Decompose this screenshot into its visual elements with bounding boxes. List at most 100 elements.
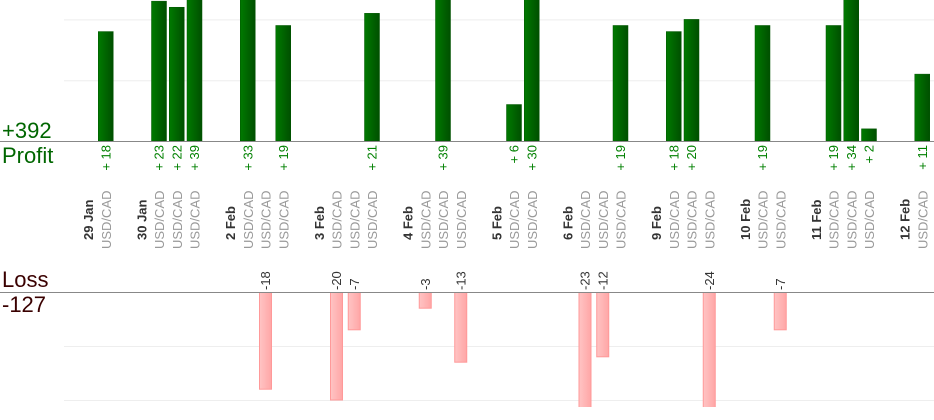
profit-value-label: + 39	[187, 145, 202, 171]
pair-label: USD/CAD	[170, 190, 185, 249]
profit-bar	[435, 0, 451, 141]
profit-value-label: + 18	[666, 145, 681, 171]
profit-label: Profit	[2, 143, 53, 168]
profit-bar	[98, 31, 114, 141]
profit-value-label: + 18	[98, 145, 113, 171]
profit-value-label: + 19	[826, 145, 841, 171]
date-label: 4 Feb	[401, 206, 416, 240]
profit-bar	[914, 73, 930, 141]
profit-value-label: + 30	[524, 145, 539, 171]
pair-label: USD/CAD	[276, 190, 291, 249]
date-label: 29 Jan	[81, 199, 96, 240]
profit-bar	[666, 31, 682, 141]
pair-label: USD/CAD	[667, 190, 682, 249]
loss-bar	[454, 292, 468, 363]
profit-value-label: + 21	[365, 145, 380, 171]
profit-bar	[754, 25, 771, 141]
pair-label: USD/CAD	[702, 190, 717, 249]
profit-value-label: + 11	[915, 145, 930, 170]
profit-bar	[186, 0, 203, 141]
profit-value-label: + 33	[240, 145, 255, 171]
loss-total: -127	[2, 292, 46, 317]
profit-total: +392	[2, 118, 52, 143]
profit-bar	[612, 25, 629, 141]
loss-bar	[702, 292, 716, 407]
loss-label: Loss	[2, 267, 48, 292]
profit-value-label: + 23	[152, 145, 167, 171]
profit-bar	[683, 19, 700, 141]
loss-value-label: -7	[347, 278, 362, 290]
loss-value-label: -18	[258, 271, 273, 290]
profit-bar	[240, 0, 256, 141]
pair-label: USD/CAD	[259, 190, 274, 249]
date-label: 9 Feb	[649, 206, 664, 240]
pair-label: USD/CAD	[773, 190, 788, 249]
profit-value-label: + 19	[613, 145, 628, 171]
profit-bar	[506, 104, 522, 141]
pair-label: USD/CAD	[596, 190, 611, 249]
loss-bar	[773, 292, 787, 331]
loss-value-label: -20	[329, 271, 344, 290]
profit-bar	[275, 25, 291, 141]
loss-bar	[578, 292, 592, 407]
loss-bar	[330, 292, 343, 401]
pair-label: USD/CAD	[188, 190, 203, 249]
pair-label: USD/CAD	[578, 190, 593, 249]
profit-value-label: + 34	[844, 145, 859, 171]
profit-value-label: + 2	[862, 145, 877, 163]
pair-label: USD/CAD	[365, 190, 380, 249]
pair-label: USD/CAD	[241, 190, 256, 249]
date-label: 2 Feb	[223, 206, 238, 240]
profit-bar	[524, 0, 540, 141]
pair-label: USD/CAD	[347, 190, 362, 249]
pair-label: USD/CAD	[436, 190, 451, 249]
profit-bar	[825, 25, 842, 141]
profit-bars	[98, 0, 930, 141]
loss-bar	[596, 292, 610, 358]
loss-bar	[259, 292, 272, 390]
pair-label: USD/CAD	[330, 190, 345, 249]
loss-bar	[347, 292, 361, 331]
loss-value-label: -3	[418, 278, 433, 290]
gridlines	[64, 19, 934, 401]
profit-bar	[861, 128, 877, 141]
profit-bar	[169, 6, 185, 141]
profit-value-label: + 39	[436, 145, 451, 171]
date-label: 11 Feb	[809, 199, 824, 240]
pair-label: USD/CAD	[915, 190, 930, 249]
loss-value-label: -13	[453, 271, 468, 290]
loss-bars	[259, 292, 787, 407]
loss-value-label: -23	[578, 271, 593, 290]
profit-value-label: + 20	[684, 145, 699, 171]
date-label: 5 Feb	[489, 206, 504, 240]
profit-value-label: + 19	[276, 145, 291, 171]
pair-label: USD/CAD	[862, 190, 877, 249]
loss-bar	[418, 292, 432, 309]
date-label: 12 Feb	[898, 199, 913, 240]
pair-label: USD/CAD	[507, 190, 522, 249]
pair-label: USD/CAD	[756, 190, 771, 249]
profit-value-label: + 6	[507, 145, 522, 163]
loss-value-label: -12	[595, 271, 610, 290]
loss-value-label: -7	[773, 278, 788, 290]
pair-label: USD/CAD	[685, 190, 700, 249]
profit-bar	[843, 0, 859, 141]
pair-label: USD/CAD	[614, 190, 629, 249]
profit-value-label: + 22	[169, 145, 184, 171]
date-label: 3 Feb	[312, 206, 327, 240]
pair-label: USD/CAD	[844, 190, 859, 249]
pair-label: USD/CAD	[418, 190, 433, 249]
pair-label: USD/CAD	[152, 190, 167, 249]
axis-labels: 29 Jan USD/CAD + 18 30 Jan USD/CAD + 23 USD/CA…	[81, 145, 930, 290]
profit-bar	[151, 0, 167, 141]
pair-label: USD/CAD	[827, 190, 842, 249]
pair-label: USD/CAD	[99, 190, 114, 249]
profit-value-label: + 19	[755, 145, 770, 171]
date-label: 30 Jan	[134, 199, 149, 240]
date-label: 10 Feb	[738, 199, 753, 240]
date-label: 6 Feb	[560, 206, 575, 240]
profit-bar	[364, 13, 380, 141]
pair-label: USD/CAD	[525, 190, 540, 249]
loss-value-label: -24	[702, 271, 717, 290]
